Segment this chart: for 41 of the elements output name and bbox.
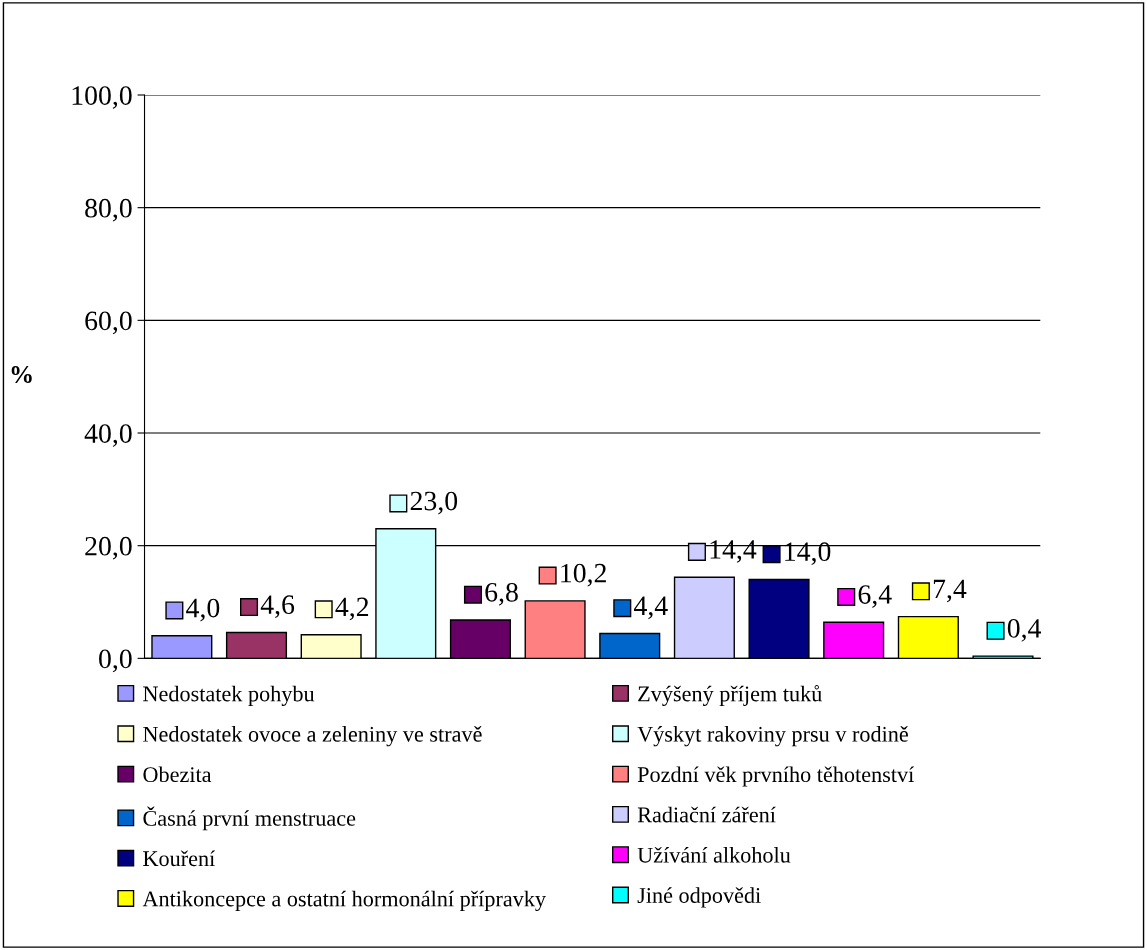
bar (748, 578, 810, 659)
y-axis-title: % (11, 366, 32, 384)
bar (225, 631, 288, 659)
bar (524, 600, 586, 659)
legend-label: Nedostatek pohybu (143, 685, 315, 706)
legend-label: Užívání alkoholu (637, 846, 791, 863)
legend-label: Zvýšený příjem tuků (638, 685, 822, 706)
y-tick-label: 60,0 (85, 311, 132, 335)
data-label: 6,4 (858, 585, 892, 608)
y-tick-label: 40,0 (84, 424, 132, 447)
bar (823, 621, 885, 659)
data-label: 7,4 (933, 579, 967, 603)
data-label: 14,4 (710, 540, 757, 563)
bar (972, 655, 1034, 659)
data-label: 4,6 (260, 595, 295, 619)
data-label: 4,2 (335, 597, 369, 621)
legend-label: Radiační záření (637, 806, 776, 823)
legend-label: Obezita (143, 766, 212, 783)
data-label: 23,0 (410, 491, 458, 515)
legend-label: Pozdní věk prvního těhotenství (637, 766, 915, 787)
data-label: 0,4 (1007, 618, 1042, 642)
data-label: 6,8 (485, 582, 518, 606)
legend-label: Kouření (143, 850, 216, 867)
y-tick-label: 100,0 (72, 86, 132, 109)
y-tick-label: 0,0 (99, 649, 132, 673)
data-label: 10,2 (561, 563, 606, 587)
bar (599, 632, 661, 659)
bar (449, 619, 512, 659)
y-tick-label: 80,0 (85, 198, 132, 222)
bar (300, 633, 362, 659)
legend-label: Antikoncepce a ostatní hormonální přípravky (142, 890, 546, 911)
legend-label: Nedostatek ovoce a zeleniny ve stravě (143, 726, 482, 747)
legend-label: Jiné odpovědi (637, 887, 761, 908)
bar (151, 635, 213, 659)
bar (897, 615, 959, 659)
data-label: 4,4 (634, 596, 668, 620)
legend-label: Výskyt rakoviny prsu v rodině (637, 726, 908, 747)
bar (673, 576, 735, 659)
legend-label: Časná první menstruace (143, 806, 356, 831)
data-label: 4,0 (186, 598, 220, 622)
y-tick-label: 20,0 (85, 536, 132, 560)
